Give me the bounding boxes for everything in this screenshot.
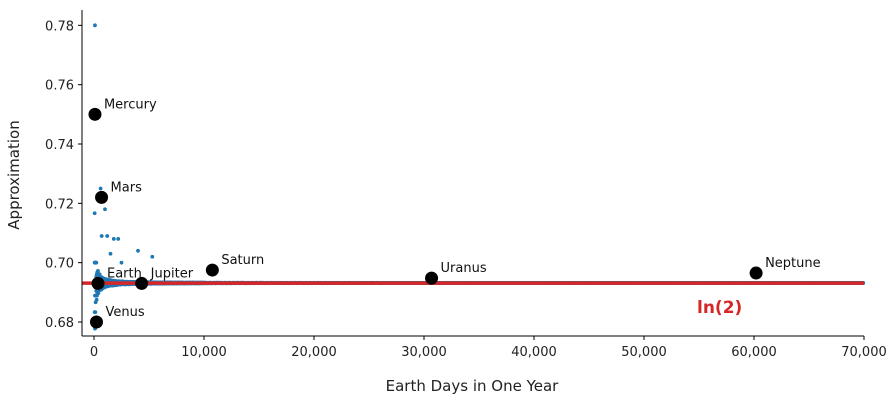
data-point: [119, 260, 124, 265]
planet-label-uranus: Uranus: [441, 261, 487, 276]
planet-marker-venus: [89, 315, 103, 329]
planet-label-venus: Venus: [105, 305, 144, 320]
x-tick-label: 50,000: [621, 345, 667, 360]
planet-label-mercury: Mercury: [104, 97, 157, 112]
planet-label-earth: Earth: [107, 266, 142, 281]
planet-label-neptune: Neptune: [765, 256, 821, 271]
x-axis-title: Earth Days in One Year: [386, 377, 560, 395]
y-tick-label: 0.78: [45, 19, 74, 34]
y-axis-title: Approximation: [5, 120, 23, 229]
data-point: [93, 23, 97, 28]
planet-marker-earth: [91, 276, 105, 290]
x-tick-label: 70,000: [841, 345, 887, 360]
x-tick-label: 30,000: [401, 345, 447, 360]
data-point: [108, 251, 113, 256]
y-tick-label: 0.72: [45, 197, 74, 212]
data-point: [103, 207, 107, 212]
y-tick-label: 0.74: [45, 138, 74, 153]
data-point: [99, 234, 104, 238]
x-tick-label: 60,000: [731, 345, 777, 360]
planet-markers: Mercury Venus Earth Mars Jupiter Saturn Uranus…: [88, 97, 821, 329]
planet-marker-saturn: [205, 263, 219, 277]
data-point: [116, 237, 121, 241]
planet-marker-mars: [95, 190, 109, 204]
y-axis-ticks: 0.68 0.70 0.72 0.74 0.76 0.78: [45, 19, 82, 331]
data-point: [94, 260, 99, 265]
y-tick-label: 0.68: [45, 316, 74, 331]
planet-label-saturn: Saturn: [221, 253, 264, 268]
x-tick-label: 20,000: [291, 345, 337, 360]
ln2-label: ln(2): [697, 298, 742, 318]
x-tick-label: 0: [90, 345, 98, 360]
data-point: [93, 310, 98, 315]
data-point: [136, 248, 140, 253]
planet-marker-neptune: [749, 266, 763, 280]
planet-marker-jupiter: [135, 276, 149, 290]
x-axis-ticks: 0 10,000 20,000 30,000 40,000 50,000 60,000 70,…: [90, 336, 887, 360]
planet-marker-uranus: [425, 271, 439, 285]
data-point: [92, 211, 97, 216]
data-point: [105, 234, 110, 238]
planet-label-jupiter: Jupiter: [150, 266, 194, 281]
data-point: [111, 237, 116, 241]
data-point: [150, 254, 155, 259]
x-tick-label: 40,000: [511, 345, 557, 360]
data-point: [96, 269, 100, 273]
x-tick-label: 10,000: [181, 345, 227, 360]
planet-label-mars: Mars: [111, 180, 143, 195]
y-tick-label: 0.76: [45, 79, 74, 94]
data-point: [94, 297, 99, 302]
y-tick-label: 0.70: [45, 257, 74, 272]
data-point: [98, 186, 103, 191]
planet-marker-mercury: [88, 107, 102, 121]
